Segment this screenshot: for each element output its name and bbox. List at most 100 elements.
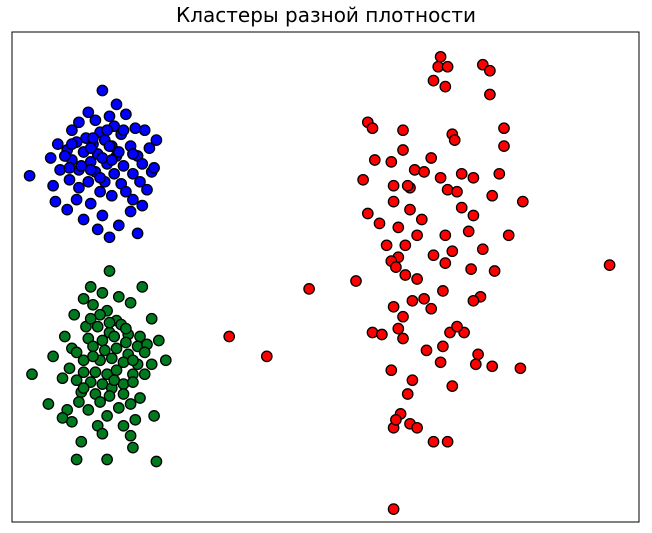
scatter-point	[488, 265, 501, 277]
scatter-point	[84, 197, 97, 210]
scatter-point	[101, 124, 113, 137]
scatter-point	[427, 435, 440, 448]
series-0	[23, 84, 163, 244]
scatter-point	[108, 167, 121, 180]
scatter-point	[112, 219, 125, 232]
scatter-point	[77, 382, 90, 394]
scatter-point	[112, 402, 125, 414]
scatter-point	[98, 344, 111, 357]
scatter-point	[87, 298, 99, 311]
scatter-point	[105, 154, 118, 166]
scatter-point	[103, 231, 116, 244]
scatter-point	[437, 285, 449, 297]
scatter-point	[138, 124, 151, 137]
scatter-point	[77, 213, 90, 226]
scatter-point	[70, 374, 83, 387]
scatter-point	[441, 435, 454, 448]
scatter-point	[159, 354, 172, 367]
scatter-point	[120, 336, 132, 349]
scatter-point	[415, 213, 428, 226]
scatter-point	[70, 346, 83, 359]
scatter-point	[87, 340, 99, 353]
scatter-point	[387, 179, 400, 192]
scatter-point	[498, 122, 510, 135]
scatter-point	[411, 273, 423, 285]
chart-title: Кластеры разной плотности	[176, 3, 476, 27]
scatter-point	[401, 388, 414, 400]
scatter-point	[392, 322, 405, 335]
scatter-point	[451, 320, 463, 333]
scatter-point	[486, 360, 499, 373]
scatter-point	[418, 166, 430, 178]
scatter-point	[465, 263, 477, 275]
scatter-point	[390, 261, 402, 273]
scatter-point	[127, 148, 139, 160]
scatter-point	[399, 269, 412, 281]
scatter-point	[101, 453, 113, 466]
scatter-point	[390, 413, 402, 426]
scatter-point	[455, 201, 468, 214]
scatter-point	[26, 368, 38, 381]
scatter-point	[73, 116, 85, 129]
points-layer	[23, 50, 616, 515]
scatter-point	[120, 108, 132, 121]
scatter-point	[44, 152, 57, 164]
scatter-point	[84, 281, 97, 293]
scatter-point	[366, 326, 379, 339]
scatter-point	[61, 203, 74, 216]
scatter-point	[56, 412, 69, 424]
scatter-point	[105, 189, 118, 202]
scatter-point	[476, 243, 489, 256]
scatter-point	[141, 183, 153, 196]
scatter-point	[127, 193, 139, 206]
scatter-point	[397, 332, 409, 345]
scatter-point	[103, 390, 116, 402]
scatter-point	[493, 167, 506, 180]
scatter-point	[437, 340, 449, 353]
scatter-point	[148, 410, 160, 422]
scatter-point	[103, 316, 116, 329]
scatter-point	[94, 171, 106, 184]
scatter-point	[467, 294, 480, 307]
scatter-point	[70, 453, 83, 466]
scatter-point	[124, 398, 137, 410]
scatter-point	[148, 162, 160, 174]
scatter-point	[56, 372, 69, 385]
scatter-point	[131, 227, 144, 240]
scatter-point	[58, 330, 71, 343]
scatter-point	[150, 455, 163, 468]
series-2	[223, 50, 616, 515]
scatter-point	[260, 350, 273, 363]
plot-area	[11, 31, 640, 523]
scatter-point	[385, 156, 398, 168]
scatter-point	[387, 300, 400, 313]
scatter-point	[124, 205, 137, 218]
series-1	[26, 265, 172, 468]
scatter-point	[145, 358, 158, 371]
scatter-point	[498, 140, 510, 152]
scatter-point	[357, 173, 369, 186]
scatter-point	[66, 138, 78, 150]
scatter-point	[108, 374, 121, 387]
scatter-point	[120, 322, 132, 335]
scatter-point	[117, 388, 130, 400]
scatter-point	[467, 209, 480, 222]
scatter-point	[54, 164, 66, 176]
scatter-point	[75, 435, 88, 448]
scatter-point	[96, 152, 109, 164]
scatter-point	[124, 296, 137, 309]
scatter-point	[411, 421, 423, 434]
scatter-point	[82, 175, 95, 188]
scatter-point	[82, 404, 95, 416]
scatter-point	[138, 346, 151, 359]
scatter-point	[127, 354, 139, 367]
scatter-point	[439, 80, 452, 93]
scatter-point	[134, 175, 146, 188]
scatter-point	[105, 352, 118, 365]
scatter-point	[136, 281, 149, 293]
scatter-point	[84, 142, 97, 154]
scatter-point	[387, 195, 400, 208]
scatter-point	[392, 221, 405, 234]
scatter-point	[145, 312, 158, 325]
